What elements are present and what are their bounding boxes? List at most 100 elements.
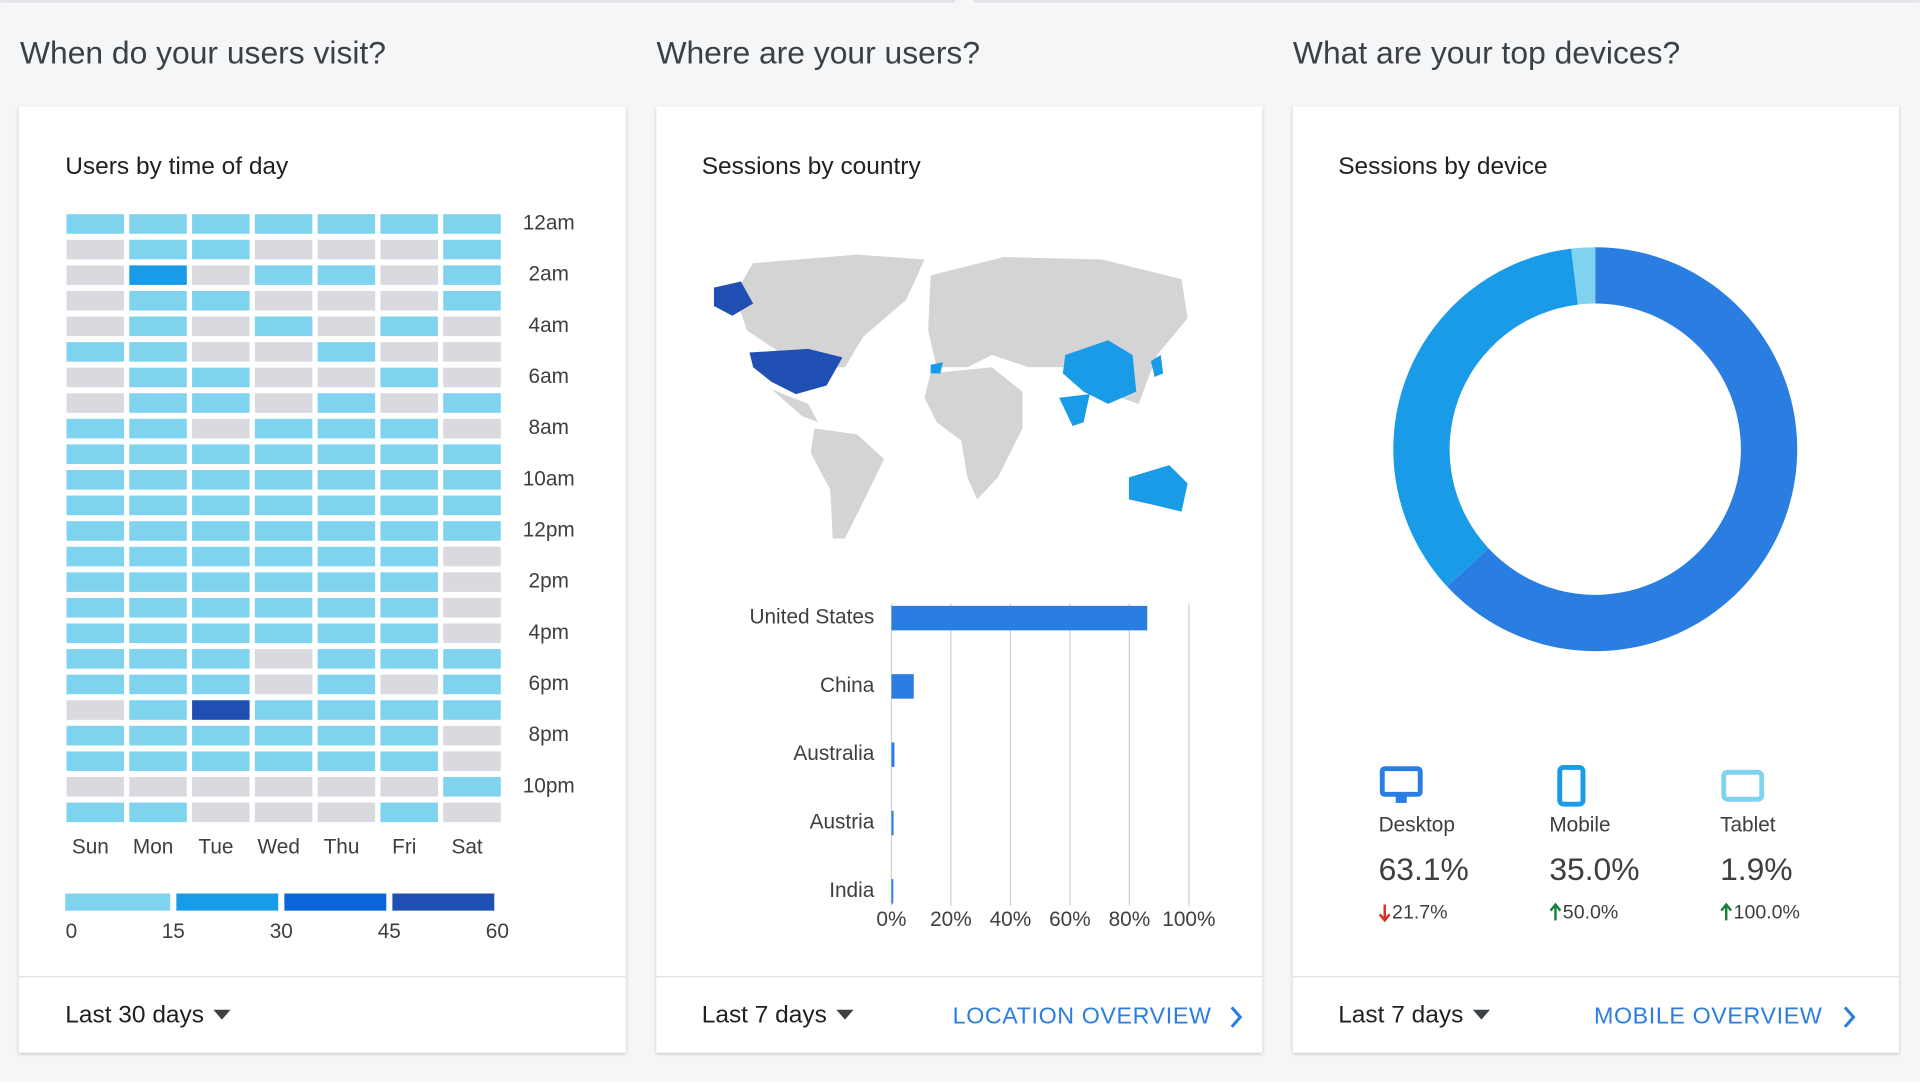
footer[interactable]: Last 7 days MOBILE OVERVIEW: [1338, 1001, 1856, 1028]
heat-cell: [317, 214, 376, 234]
donut-slice: [1447, 247, 1798, 652]
heat-cell: [380, 546, 438, 567]
chevron[interactable]: [1230, 1006, 1243, 1028]
heat-cell: [66, 342, 125, 362]
heat-cell: [66, 546, 125, 567]
heat-cell: [129, 597, 187, 618]
heat-cell: [192, 725, 250, 746]
x-tick-label: 100%: [1162, 908, 1215, 931]
heat-cell: [317, 290, 376, 311]
heat-cell: [254, 649, 313, 669]
heat-cell: [443, 290, 501, 311]
heat-cell: [317, 546, 376, 567]
heat-cell: [317, 393, 376, 413]
heat-cell: [380, 239, 438, 260]
heat-cell: [380, 572, 438, 592]
heat-cell: [192, 674, 250, 695]
heat-cell: [66, 265, 125, 285]
world-map: [713, 254, 1188, 539]
heat-cell: [317, 239, 376, 260]
hour-label: 6am: [529, 365, 569, 388]
dropdown-arrow[interactable]: [836, 1009, 854, 1020]
heat-cell: [254, 444, 313, 465]
chevron[interactable]: [1843, 1006, 1856, 1028]
footer[interactable]: Last 30 days: [65, 1001, 231, 1028]
heat-cell: [380, 623, 438, 644]
section-heading: What are your top devices?: [1293, 34, 1680, 70]
dropdown-arrow[interactable]: [213, 1009, 231, 1020]
heat-cell: [380, 597, 438, 618]
heat-cell: [129, 700, 187, 720]
heat-cell: [317, 521, 376, 541]
heat-cell: [66, 623, 125, 644]
scale-tick-label: 30: [270, 920, 293, 943]
hour-label: 4pm: [529, 621, 569, 644]
heat-cell: [254, 342, 313, 362]
heat-cell: [443, 521, 501, 541]
heat-cell: [317, 316, 376, 337]
heat-cell: [380, 367, 438, 388]
heat-cell: [443, 674, 501, 695]
device-name: Mobile: [1549, 814, 1610, 837]
heat-cell: [317, 470, 376, 490]
change-arrow: [1378, 904, 1391, 923]
heat-cell: [129, 367, 187, 388]
dropdown-arrow[interactable]: [1472, 1009, 1490, 1020]
heat-cell: [254, 623, 313, 644]
heat-cell: [380, 265, 438, 285]
overview-link[interactable]: MOBILE OVERVIEW: [1594, 1002, 1822, 1028]
heat-cell: [129, 802, 187, 823]
heat-cell: [443, 239, 501, 260]
heat-cell: [317, 495, 376, 516]
range-dropdown[interactable]: Last 7 days: [702, 1001, 827, 1028]
range-dropdown[interactable]: Last 30 days: [65, 1001, 204, 1028]
x-tick-label: 40%: [990, 908, 1032, 931]
hour-label: 10am: [523, 467, 575, 490]
heat-cell: [317, 265, 376, 285]
heat-cell: [192, 597, 250, 618]
hour-label: 4am: [529, 314, 569, 337]
hour-label: 10pm: [523, 774, 575, 797]
heat-cell: [254, 776, 313, 797]
heat-cell: [254, 367, 313, 388]
heat-cell: [443, 649, 501, 669]
heat-cell: [66, 802, 125, 823]
bar: [891, 674, 914, 699]
overview-link[interactable]: LOCATION OVERVIEW: [953, 1002, 1212, 1028]
heat-cell: [192, 623, 250, 644]
heat-cell: [317, 776, 376, 797]
range-dropdown[interactable]: Last 7 days: [1338, 1001, 1463, 1028]
heat-cell: [254, 418, 313, 439]
heat-cell: [192, 239, 250, 260]
heat-cell: [254, 239, 313, 260]
bar: [891, 605, 1148, 631]
heat-cell: [129, 751, 187, 771]
heat-cell: [129, 418, 187, 439]
heat-cell: [317, 623, 376, 644]
donut-slice: [1571, 247, 1596, 305]
day-label: Tue: [198, 836, 233, 859]
heat-cell: [129, 265, 187, 285]
heat-cell: [192, 265, 250, 285]
heat-cell: [317, 342, 376, 362]
heat-cell: [380, 393, 438, 413]
footer[interactable]: Last 7 days LOCATION OVERVIEW: [702, 1001, 1243, 1028]
heat-cell: [66, 776, 125, 797]
hour-label: 12pm: [523, 518, 575, 541]
heat-cell: [443, 342, 501, 362]
heat-cell: [254, 597, 313, 618]
day-label: Sat: [451, 836, 482, 859]
heat-cell: [192, 444, 250, 465]
card-title: Sessions by country: [702, 153, 922, 180]
card-title: Users by time of day: [65, 153, 289, 180]
heat-cell: [129, 342, 187, 362]
heat-cell: [443, 444, 501, 465]
heat-cell: [129, 444, 187, 465]
heat-cell: [254, 290, 313, 311]
change-label: 100.0%: [1734, 901, 1800, 923]
heat-cell: [66, 572, 125, 592]
heat-cell: [192, 572, 250, 592]
heat-cell: [380, 751, 438, 771]
heat-cell: [254, 546, 313, 567]
